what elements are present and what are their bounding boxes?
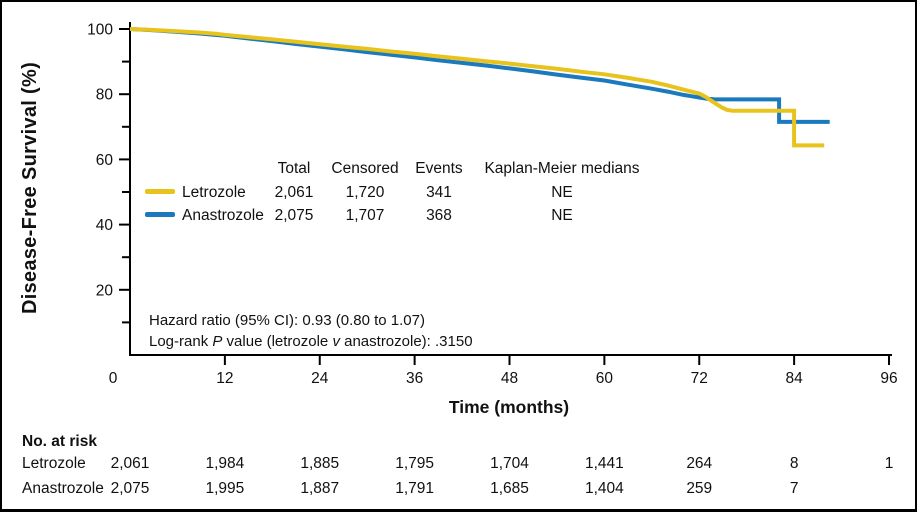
risk-value: 259 [686,480,713,497]
x-tick-label: 36 [406,370,423,387]
legend-series-name: Anastrozole [182,207,264,224]
y-tick-label: 100 [87,22,113,39]
y-tick-label: 80 [96,87,114,104]
letrozole-line-swatch [145,189,175,194]
risk-value: 1,887 [300,480,340,497]
stats-annotation: Hazard ratio (95% CI): 0.93 (0.80 to 1.0… [149,310,473,352]
risk-value: 1,885 [300,455,340,472]
x-tick-label: 48 [501,370,518,387]
y-tick-label: 60 [96,152,114,169]
x-tick-label: 0 [109,370,118,387]
risk-value: 7 [789,480,799,497]
risk-value: 1,704 [490,455,529,472]
risk-value: 1,984 [205,455,245,472]
risk-value: 8 [789,455,799,472]
x-tick-label: 24 [311,370,329,387]
risk-value: 2,075 [110,480,150,497]
legend-series-name: Letrozole [182,184,246,201]
legend-row-letrozole: Letrozole 2,061 1,720 341 NE [2,184,915,204]
y-tick-label: 40 [96,217,114,234]
log-rank-text: anastrozole): .3150 [339,333,473,350]
legend-events-value: 368 [426,207,452,224]
legend-km-median-value: NE [551,207,573,224]
legend-header-censored: Censored [331,160,399,177]
risk-value: 1 [884,455,894,472]
v-italic: v [332,333,340,350]
x-tick-label: 60 [596,370,614,387]
legend-events-value: 341 [426,184,452,201]
risk-value: 1,995 [205,480,245,497]
risk-value: 1,404 [584,480,624,497]
legend-total-value: 2,075 [274,207,314,224]
p-italic: P [212,333,223,350]
log-rank-line: Log-rank P value (letrozole v anastrozol… [149,331,473,352]
risk-value: 1,685 [490,480,529,497]
legend-censored-value: 1,707 [345,207,385,224]
legend-km-median-value: NE [551,184,573,201]
anastrozole-line-swatch [145,212,175,217]
legend-header-total: Total [277,160,311,177]
x-tick-label: 12 [216,370,233,387]
x-tick-label: 84 [786,370,804,387]
legend-header-events: Events [415,160,463,177]
risk-value: 1,795 [395,455,435,472]
x-tick-label: 72 [691,370,708,387]
hazard-ratio-line: Hazard ratio (95% CI): 0.93 (0.80 to 1.0… [149,312,425,329]
risk-row-anastrozole: Anastrozole 2,075 1,995 1,887 1,791 1,685 1,4… [2,480,915,499]
y-axis-title: Disease-Free Survival (%) [19,62,41,314]
log-rank-text: Log-rank [149,333,213,350]
x-axis-title: Time (months) [449,397,569,417]
log-rank-text: value (letrozole [222,333,333,350]
risk-value: 1,441 [584,455,624,472]
risk-value: 264 [686,455,713,472]
x-tick-label: 96 [880,370,897,387]
legend-header-row: Total Censored Events Kaplan-Meier media… [2,160,915,180]
letrozole-curve [129,27,825,148]
risk-value: 2,061 [110,455,150,472]
legend-row-anastrozole: Anastrozole 2,075 1,707 368 NE [2,207,915,227]
risk-row-label: Anastrozole [22,480,104,497]
y-tick-label: 20 [96,282,114,299]
legend-censored-value: 1,720 [345,184,385,201]
risk-row-letrozole: Letrozole 2,061 1,984 1,885 1,795 1,704 1,441… [2,455,915,474]
risk-value: 1,791 [395,480,435,497]
legend-total-value: 2,061 [274,184,314,201]
legend-header-km-medians: Kaplan-Meier medians [484,160,640,177]
risk-table-title: No. at risk [22,433,97,450]
risk-row-label: Letrozole [22,455,86,472]
